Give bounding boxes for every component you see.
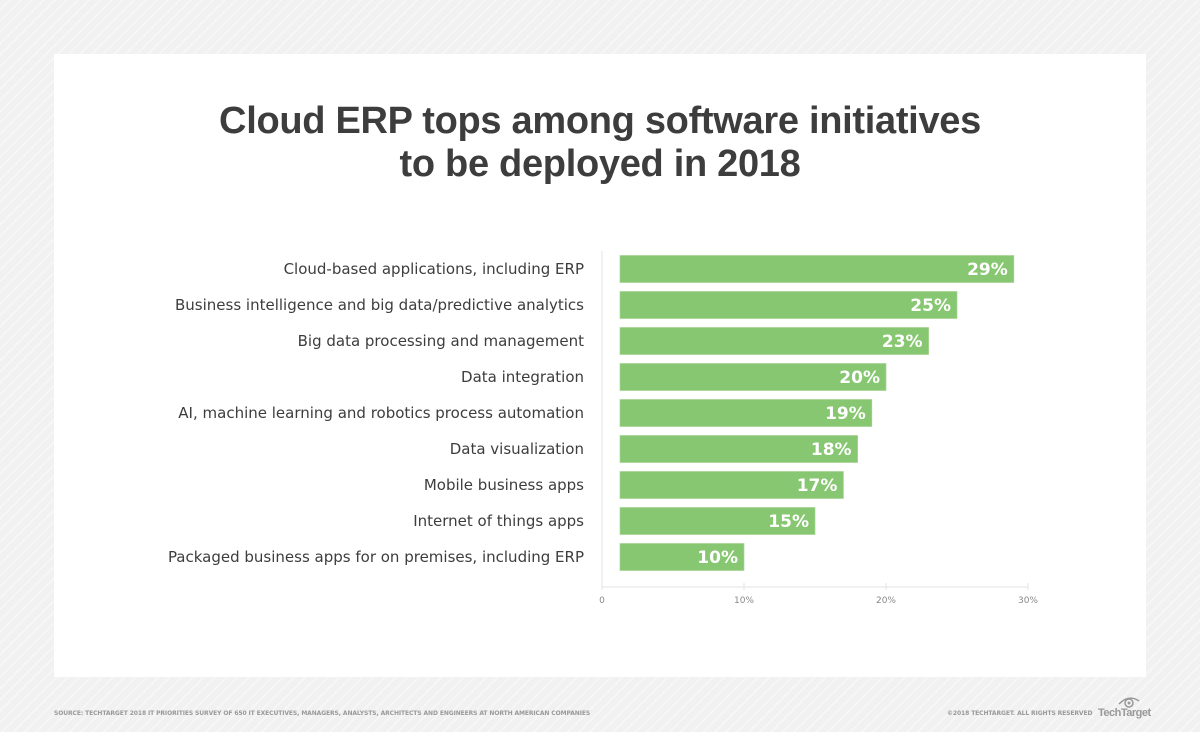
bar	[619, 399, 873, 427]
copyright-note: ©2018 TECHTARGET. ALL RIGHTS RESERVED	[947, 710, 1093, 717]
category-label: Internet of things apps	[413, 512, 584, 530]
data-label: 15%	[768, 512, 809, 532]
data-label: 18%	[811, 440, 852, 460]
category-label: Data integration	[461, 368, 584, 386]
x-tick-label: 0	[599, 596, 605, 606]
chart-card	[54, 54, 1146, 677]
category-label: Mobile business apps	[424, 476, 584, 494]
bar	[619, 543, 745, 571]
category-label: Business intelligence and big data/predi…	[175, 296, 584, 314]
data-label: 25%	[910, 296, 951, 316]
category-label: Data visualization	[450, 440, 584, 458]
x-tick-label: 20%	[876, 596, 896, 606]
bar	[619, 507, 816, 535]
bar	[619, 471, 844, 499]
category-label: Packaged business apps for on premises, …	[168, 548, 584, 566]
techtarget-eye-icon	[1118, 696, 1140, 708]
chart-title-line-2: to be deployed in 2018	[399, 143, 801, 185]
category-label: Cloud-based applications, including ERP	[284, 260, 584, 278]
bar	[619, 363, 887, 391]
data-label: 17%	[797, 476, 838, 496]
bar	[619, 291, 958, 319]
data-label: 23%	[882, 332, 923, 352]
bar	[619, 255, 1015, 283]
chart-title: Cloud ERP tops among software initiative…	[0, 100, 1200, 186]
bar	[619, 435, 858, 463]
x-tick-label: 30%	[1018, 596, 1038, 606]
category-label: AI, machine learning and robotics proces…	[178, 404, 584, 422]
category-label: Big data processing and management	[298, 332, 584, 350]
techtarget-logo: TechTarget	[1098, 707, 1151, 719]
data-label: 29%	[967, 260, 1008, 280]
chart-title-line-1: Cloud ERP tops among software initiative…	[219, 100, 981, 142]
data-label: 19%	[825, 404, 866, 424]
bar	[619, 327, 929, 355]
data-label: 10%	[697, 548, 738, 568]
data-label: 20%	[839, 368, 880, 388]
x-tick-label: 10%	[734, 596, 754, 606]
source-note: SOURCE: TECHTARGET 2018 IT PRIORITIES SU…	[54, 710, 591, 717]
